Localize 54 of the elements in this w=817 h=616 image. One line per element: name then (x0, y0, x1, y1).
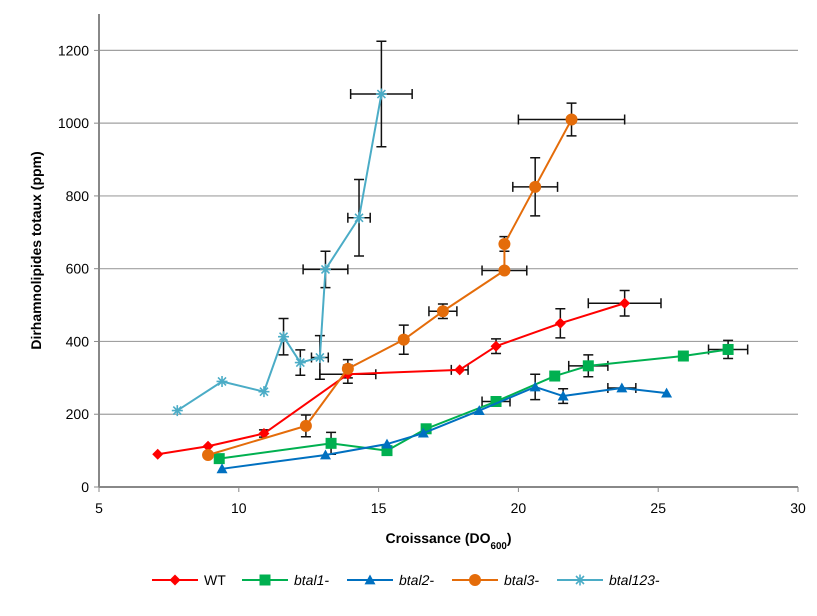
point (722, 344, 734, 355)
x-axis-title: Croissance (DO$_{600}$) (385, 530, 512, 552)
x-tick-label: 30 (790, 500, 806, 516)
point (418, 428, 429, 438)
y-tick-label: 0 (81, 478, 90, 495)
point (678, 350, 689, 362)
x-tick-label: 25 (650, 500, 666, 516)
point (294, 356, 307, 369)
y-tick-label: 1200 (58, 42, 90, 58)
point (582, 360, 594, 372)
point (326, 438, 337, 449)
point (619, 298, 630, 309)
point (530, 381, 541, 392)
point (661, 388, 672, 398)
point (202, 448, 214, 461)
legend-label: btal2- (399, 572, 434, 588)
point (277, 330, 290, 344)
point (216, 463, 228, 474)
point (375, 88, 388, 100)
y-tick-label: 400 (66, 333, 90, 350)
point (498, 264, 510, 277)
legend-label: btal3- (504, 572, 540, 588)
point (258, 385, 270, 398)
x-tick-label: 10 (231, 500, 247, 516)
point (314, 351, 326, 364)
point (352, 211, 366, 224)
y-tick-label: 200 (66, 406, 90, 422)
point (320, 449, 331, 460)
point (549, 370, 560, 382)
point (319, 263, 332, 276)
point (554, 318, 566, 329)
legend-label: btal1- (294, 572, 330, 588)
point (381, 438, 392, 448)
point (474, 405, 485, 415)
point (170, 404, 184, 417)
point (216, 375, 228, 388)
y-tick-label: 1000 (58, 115, 90, 132)
point (342, 362, 354, 375)
point (152, 448, 164, 460)
legend-label: btal123- (609, 572, 660, 588)
y-axis-title: Dirhamnolipides totaux (ppm) (28, 151, 44, 350)
legend-label: WT (204, 572, 226, 588)
point (300, 420, 312, 432)
y-tick-label: 600 (66, 260, 90, 277)
point (566, 114, 578, 126)
x-tick-label: 5 (95, 500, 104, 516)
x-tick-label: 20 (510, 500, 526, 516)
y-tick-label: 800 (66, 188, 90, 204)
point (616, 382, 628, 392)
x-tick-label: 15 (370, 500, 387, 516)
point (454, 364, 466, 376)
point (529, 180, 542, 193)
point (398, 334, 410, 346)
point (214, 453, 225, 464)
